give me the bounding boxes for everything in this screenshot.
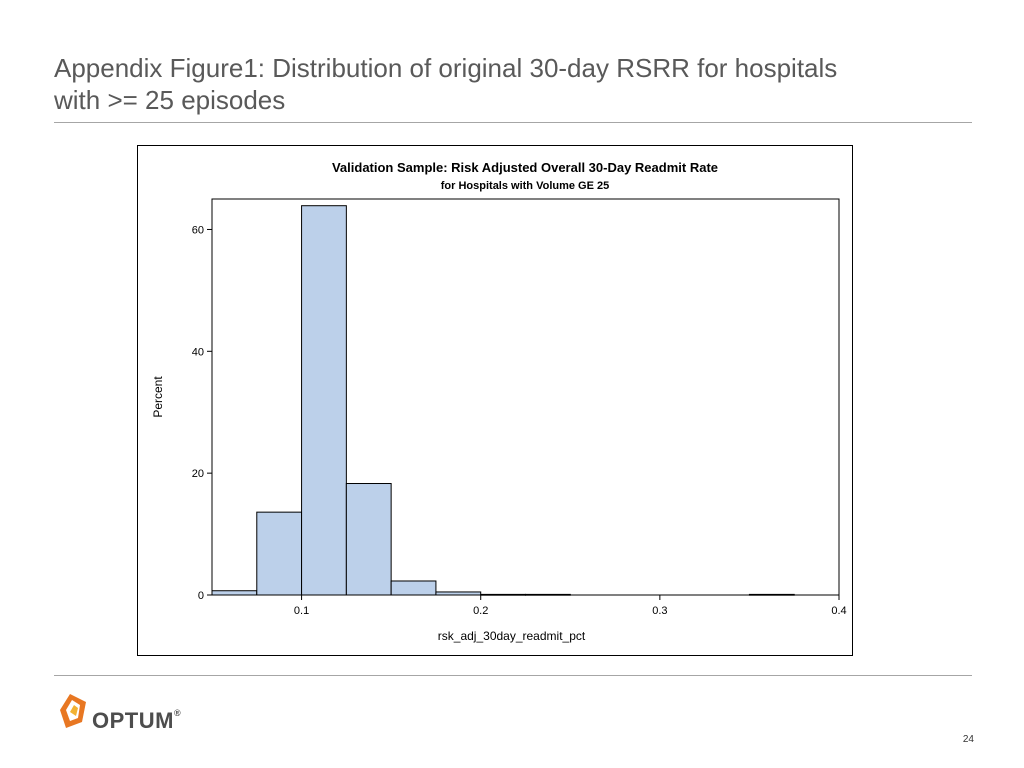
chart-figure: Validation Sample: Risk Adjusted Overall… [137, 145, 853, 656]
title-divider [54, 122, 972, 123]
histogram-bar [211, 590, 258, 596]
page-number: 24 [962, 734, 974, 745]
optum-logo-icon [60, 694, 86, 728]
histogram-bar [301, 205, 347, 596]
y-axis-label: Percent [151, 376, 165, 418]
histogram-chart: Validation Sample: Risk Adjusted Overall… [151, 160, 847, 643]
slide-title: Appendix Figure1: Distribution of origin… [54, 52, 954, 116]
slide-title-line-1: Appendix Figure1: Distribution of origin… [54, 53, 838, 83]
x-tick-label: 0.1 [294, 605, 309, 617]
chart-subtitle: for Hospitals with Volume GE 25 [441, 180, 610, 192]
histogram-bar [525, 593, 571, 596]
slide-title-line-2: with >= 25 episodes [54, 85, 286, 115]
x-tick-label: 0.2 [473, 605, 488, 617]
logo-registered-mark: ® [173, 708, 182, 718]
histogram-bar [256, 511, 303, 596]
x-tick-label: 0.3 [652, 605, 667, 617]
histogram-bar [748, 593, 795, 596]
y-tick-label: 60 [192, 224, 204, 236]
histogram-bar [435, 591, 482, 596]
histogram-bar [345, 483, 392, 596]
x-axis-label: rsk_adj_30day_readmit_pct [438, 629, 586, 643]
histogram-bar [390, 580, 437, 596]
logo-mark-center [70, 705, 78, 716]
histogram-bar [480, 593, 527, 596]
logo-wordmark: OPTUM® [92, 708, 181, 734]
y-tick-label: 20 [192, 468, 204, 480]
y-tick-label: 40 [192, 346, 204, 358]
logo-name: OPTUM [92, 708, 174, 733]
x-tick-label: 0.4 [831, 605, 846, 617]
y-tick-label: 0 [198, 590, 204, 602]
chart-title: Validation Sample: Risk Adjusted Overall… [332, 160, 718, 175]
footer-divider [54, 675, 972, 676]
